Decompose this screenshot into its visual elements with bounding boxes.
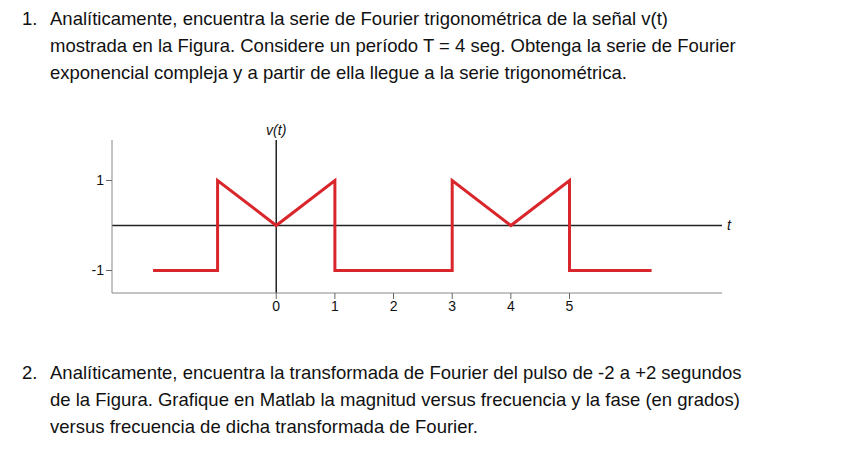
svg-text:v(t): v(t)	[266, 122, 286, 138]
svg-text:3: 3	[448, 298, 456, 314]
html-text:mostrada en la Figura. Conside: mostrada en la Figura. Considere un perí…	[50, 35, 736, 56]
svg-text:2: 2	[390, 298, 398, 314]
svg-text:1: 1	[96, 172, 104, 188]
html-text:de la Figura. Grafique en Matl: de la Figura. Grafique en Matlab la magn…	[50, 389, 740, 410]
html-text:Analíticamente, encuentra la t: Analíticamente, encuentra la transformad…	[50, 362, 742, 383]
html-text:exponencial compleja y a parti: exponencial compleja y a partir de ella …	[50, 62, 627, 83]
html-text:2.: 2.	[22, 362, 38, 383]
svg-text:0: 0	[272, 298, 280, 314]
html-text:versus frecuencia de dicha tra: versus frecuencia de dicha transformada …	[50, 416, 478, 437]
html-text:Analíticamente, encuentra la s: Analíticamente, encuentra la serie de Fo…	[50, 8, 668, 29]
html-text:1.: 1.	[22, 8, 38, 29]
svg-text:t: t	[727, 217, 732, 233]
svg-text:4: 4	[507, 298, 515, 314]
svg-text:-1: -1	[92, 262, 105, 278]
svg-text:5: 5	[566, 298, 574, 314]
svg-text:1: 1	[331, 298, 339, 314]
